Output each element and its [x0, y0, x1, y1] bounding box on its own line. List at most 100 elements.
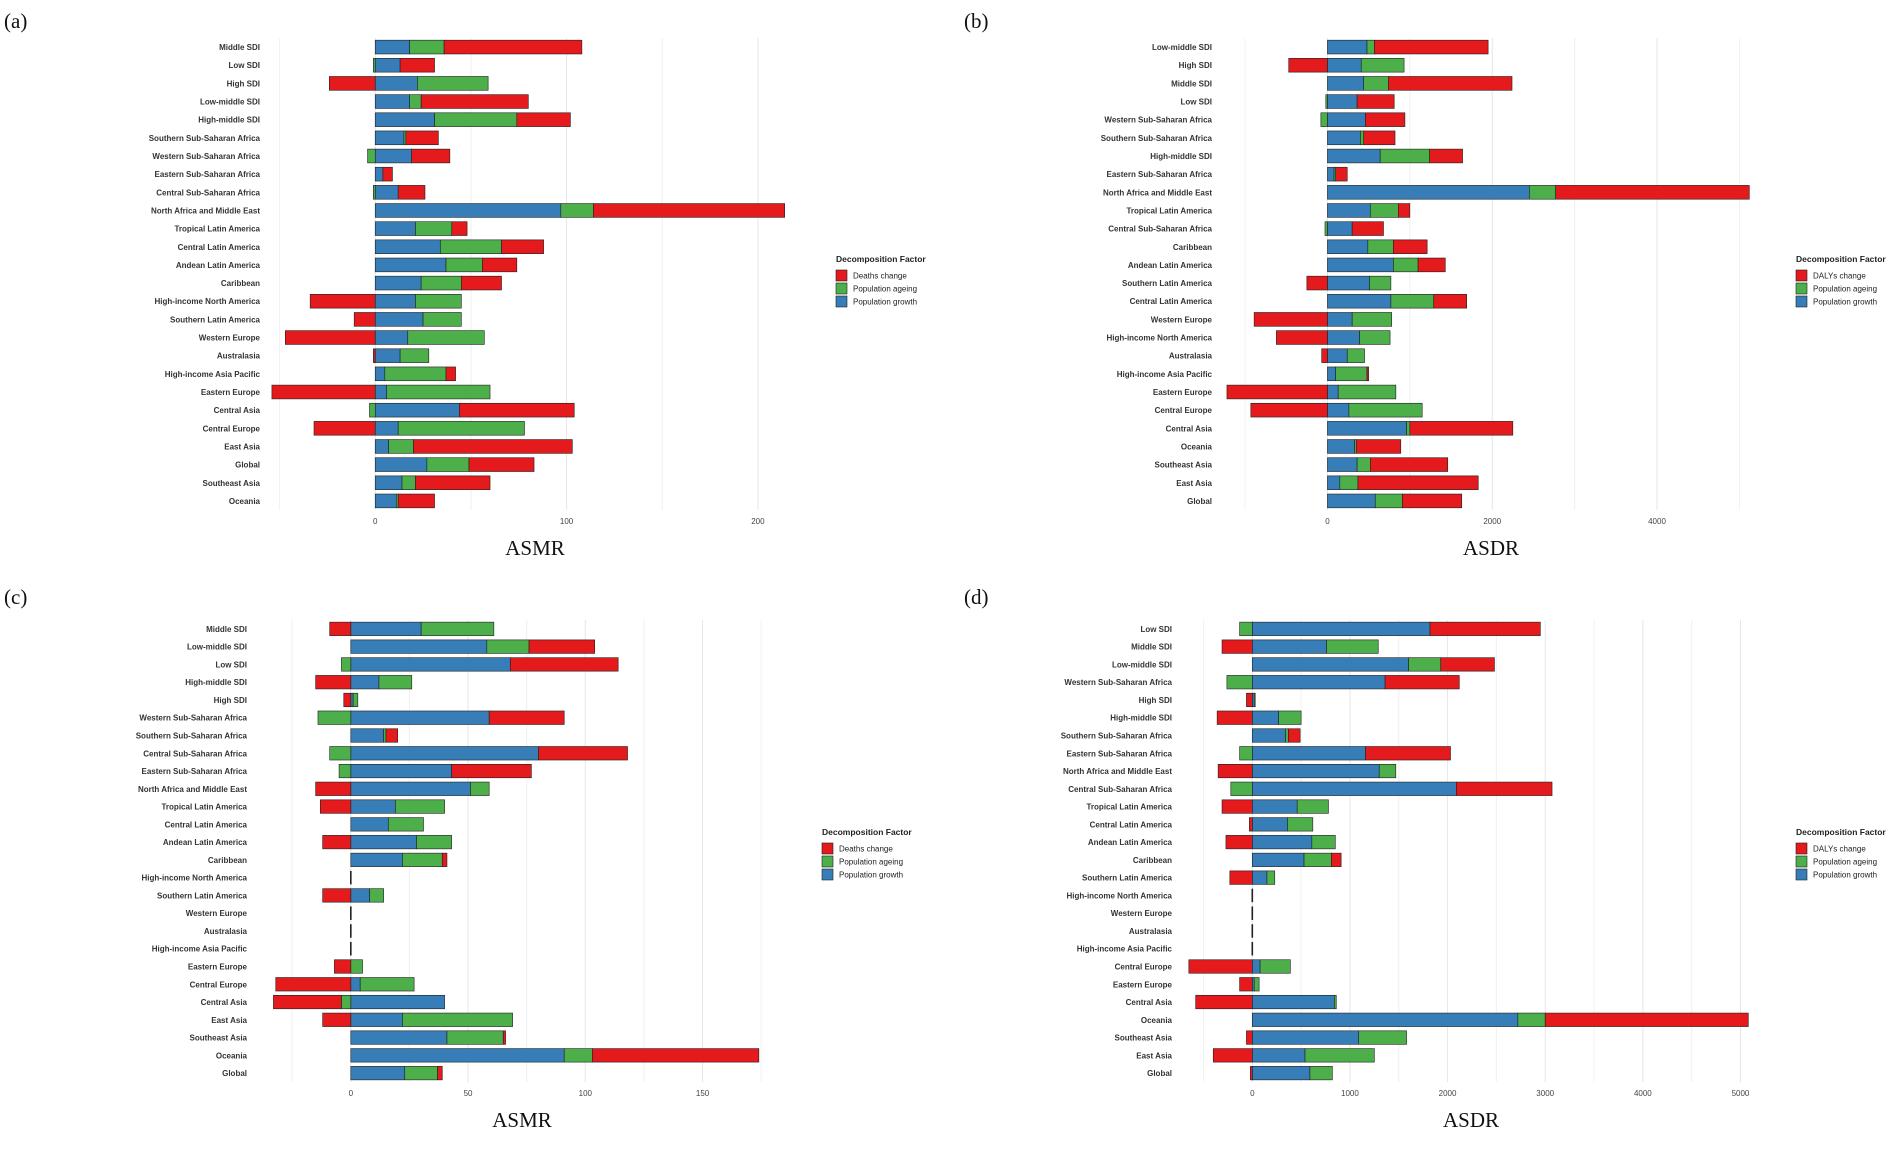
bar-segment	[352, 692, 359, 708]
legend-label: Population ageing	[1813, 858, 1877, 867]
bar-segment	[1351, 312, 1393, 327]
bar-segment	[1251, 1012, 1519, 1027]
bar-segment	[1278, 710, 1302, 725]
category-label: High-income North America	[142, 874, 248, 883]
category-label: Central Sub-Saharan Africa	[143, 749, 247, 758]
bar-segment	[538, 746, 628, 761]
category-label: Tropical Latin America	[161, 803, 247, 812]
category-label: Central Europe	[190, 980, 248, 989]
bar-segment	[437, 1066, 443, 1081]
bar-segment	[1327, 76, 1365, 91]
x-axis-title: ASDR	[1443, 1108, 1499, 1132]
bars	[1226, 39, 1750, 509]
panel-c: (c) Middle SDI Low-middle SDI Low SDI High-m…	[4, 585, 912, 1132]
bar-segment	[509, 657, 619, 672]
bar-segment	[1406, 421, 1411, 436]
bar-segment	[1384, 675, 1460, 690]
bar-segment	[1309, 1066, 1333, 1081]
bar-segment	[350, 799, 396, 814]
bar-segment	[1225, 835, 1253, 850]
bar-segment	[451, 763, 532, 779]
legend: Decomposition Factor DALYs change Populati…	[1795, 827, 1886, 881]
category-label: Australasia	[217, 352, 261, 361]
bar-segment	[413, 439, 573, 454]
bar-segment	[350, 959, 363, 974]
legend-label: Population ageing	[1813, 285, 1877, 294]
bar-segment	[1251, 906, 1254, 920]
legend-label: Deaths change	[853, 272, 907, 281]
bar-segment	[592, 1048, 760, 1063]
bar-segment	[1251, 888, 1254, 903]
category-label: Central Sub-Saharan Africa	[1108, 225, 1212, 234]
category-label: Global	[235, 461, 260, 470]
bar-segment	[374, 384, 388, 400]
category-label: Middle SDI	[1131, 643, 1172, 652]
legend-swatch	[1795, 842, 1808, 855]
bar-segment	[1327, 221, 1353, 236]
category-label: Caribbean	[1173, 243, 1212, 252]
bar-segment	[1288, 58, 1328, 73]
bar-segment	[369, 888, 384, 903]
bar-segment	[1356, 94, 1395, 109]
category-label: Central Latin America	[1090, 820, 1173, 829]
bar-segment	[1393, 257, 1419, 273]
bar-segment	[1334, 994, 1337, 1010]
category-label: Global	[222, 1069, 247, 1078]
bar-segment	[1288, 728, 1301, 743]
category-label: Oceania	[216, 1051, 248, 1060]
category-label: Central Latin America	[165, 820, 248, 829]
bar-segment	[1327, 312, 1353, 327]
legend-label: Population ageing	[839, 858, 903, 867]
bar-segment	[313, 421, 376, 436]
bar-segment	[1429, 621, 1541, 636]
category-label: Southeast Asia	[1115, 1034, 1173, 1043]
bar-segment	[1348, 402, 1423, 418]
bar-segment	[338, 763, 352, 779]
bar-segment	[397, 185, 426, 200]
legend-label: Population growth	[1813, 871, 1877, 880]
bar-segment	[1409, 421, 1514, 436]
bar-segment	[382, 166, 393, 182]
bar-segment	[374, 58, 401, 73]
category-label: Western Sub-Saharan Africa	[1104, 116, 1212, 125]
category-label: High SDI	[214, 696, 247, 705]
bar-segment	[374, 312, 424, 327]
category-label: High-income Asia Pacific	[1077, 945, 1173, 954]
bar-segment	[501, 239, 544, 254]
bar-segment	[1251, 870, 1268, 885]
category-label: Central Asia	[1126, 998, 1173, 1007]
bar-segment	[1337, 384, 1397, 400]
category-label: High SDI	[1139, 696, 1172, 705]
bar-segment	[1327, 94, 1358, 109]
bar-segment	[1398, 203, 1411, 218]
category-label: East Asia	[1136, 1051, 1172, 1060]
bar-segment	[384, 366, 447, 382]
bar-segment	[386, 384, 491, 400]
bar-segment	[411, 148, 451, 164]
bar-segment	[482, 257, 518, 273]
legend-label: Population growth	[839, 871, 903, 880]
x-axis-title: ASMR	[505, 536, 565, 560]
bar-segment	[1370, 203, 1399, 218]
x-tick-label: 0	[349, 1089, 354, 1098]
bar-segment	[1327, 402, 1350, 418]
bar-segment	[409, 39, 445, 55]
bar-segment	[1335, 166, 1348, 182]
bar-segment	[374, 275, 422, 291]
category-label: Southern Sub-Saharan Africa	[1061, 732, 1173, 741]
bar-segment	[1304, 1048, 1375, 1063]
bar-segment	[1250, 402, 1328, 418]
bar-segment	[560, 203, 594, 218]
bar-segment	[1351, 221, 1384, 236]
category-label: Andean Latin America	[1128, 261, 1213, 270]
bar-segment	[1327, 294, 1392, 309]
bar-segment	[1327, 166, 1335, 182]
category-label: East Asia	[1176, 479, 1212, 488]
bar-segment	[1388, 76, 1513, 91]
category-label: Central Latin America	[178, 243, 261, 252]
bar-segment	[1285, 728, 1289, 743]
bar-segment	[374, 257, 447, 273]
bar-segment	[1359, 330, 1391, 345]
bar-segment	[1251, 994, 1335, 1010]
category-label: Middle SDI	[206, 625, 247, 634]
